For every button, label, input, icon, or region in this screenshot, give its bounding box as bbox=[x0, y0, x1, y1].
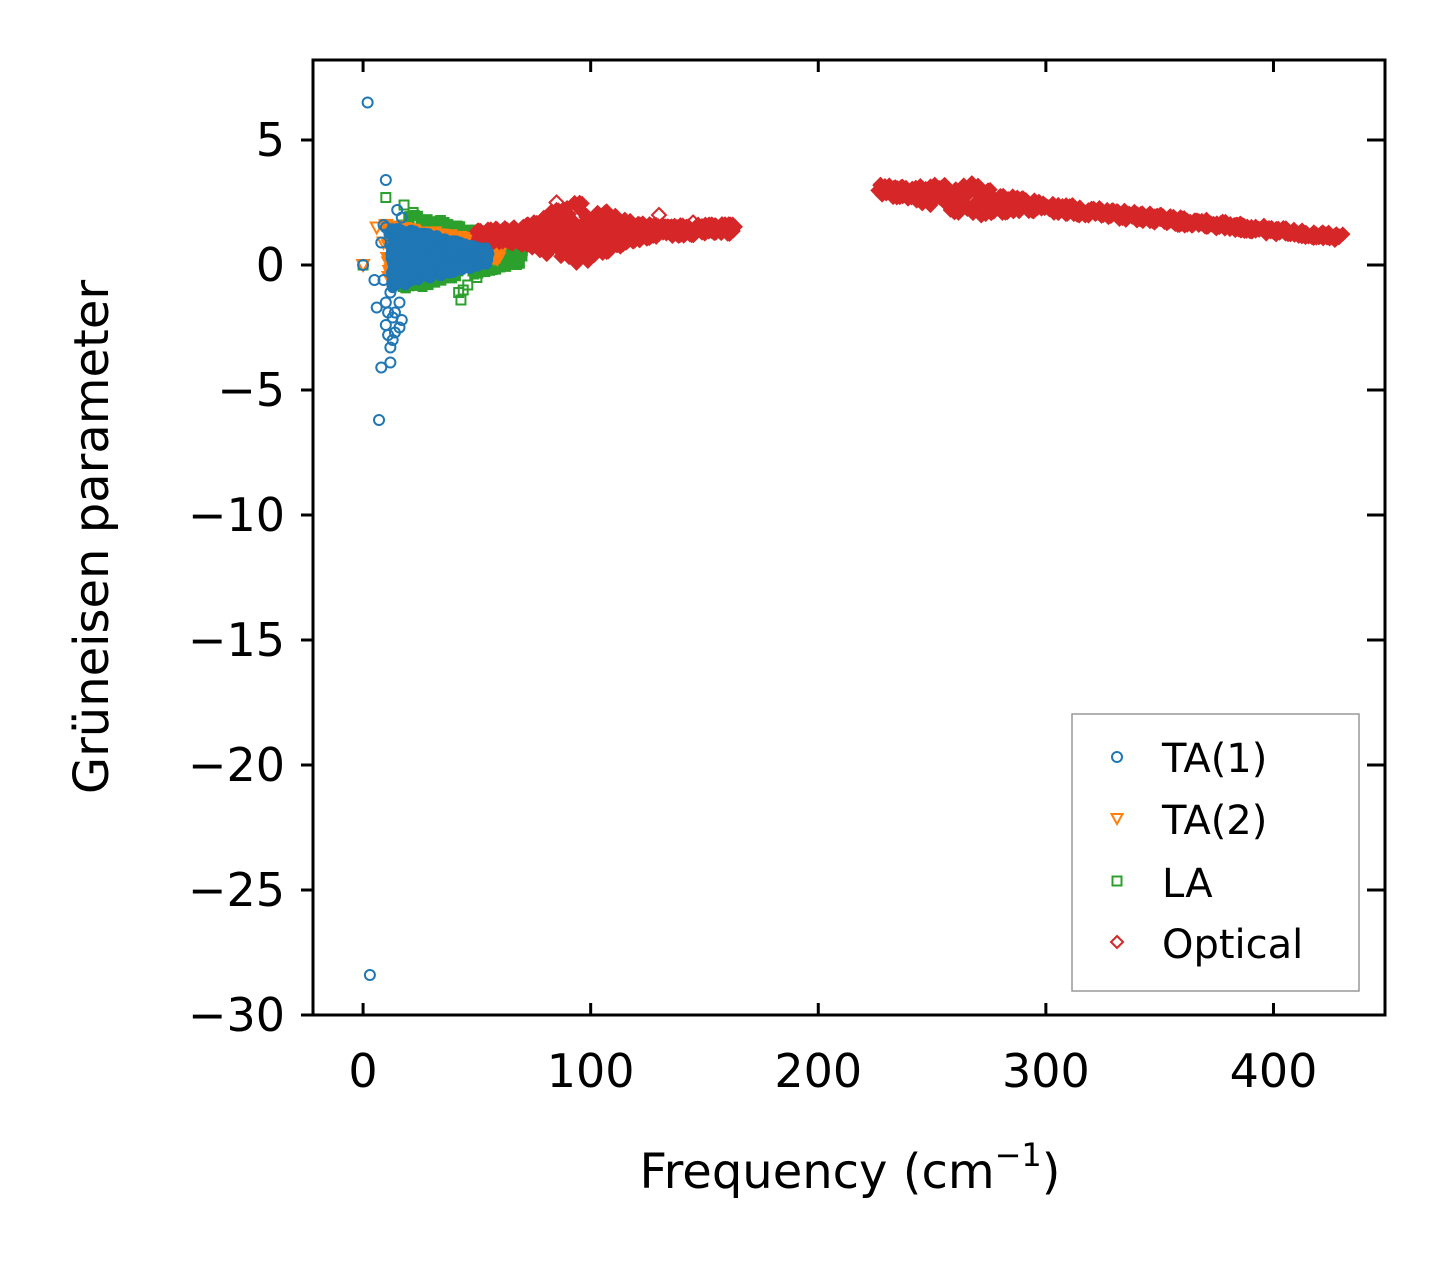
data-layer bbox=[355, 96, 1351, 981]
point-ta1 bbox=[384, 341, 397, 354]
point-optical-band0 bbox=[574, 195, 590, 212]
point-ta1 bbox=[393, 321, 406, 334]
point-ta1 bbox=[393, 296, 406, 309]
point-ta1 bbox=[375, 361, 388, 374]
series-ta1 bbox=[357, 96, 495, 981]
point-la-band0 bbox=[443, 219, 454, 230]
legend-label-ta1: TA(1) bbox=[1161, 736, 1267, 782]
legend-label-la: LA bbox=[1162, 861, 1213, 907]
point-ta1 bbox=[363, 969, 376, 981]
legend-marker-ta2 bbox=[1109, 813, 1125, 827]
point-ta1 bbox=[379, 221, 392, 234]
point-ta1-band0 bbox=[482, 254, 494, 266]
point-ta1 bbox=[379, 174, 392, 186]
point-ta1 bbox=[357, 259, 370, 271]
point-optical bbox=[593, 219, 611, 236]
point-optical bbox=[582, 236, 600, 254]
y-tick-label: −30 bbox=[188, 988, 285, 1042]
point-ta1 bbox=[379, 319, 392, 331]
y-tick-label: 5 bbox=[256, 113, 285, 167]
legend-marker-la bbox=[1111, 875, 1123, 887]
point-optical bbox=[570, 226, 588, 244]
x-tick-label: 100 bbox=[547, 1044, 635, 1098]
x-tick-label: 300 bbox=[1002, 1044, 1090, 1098]
point-la-band0 bbox=[426, 216, 437, 227]
point-ta1 bbox=[377, 219, 390, 231]
point-ta1 bbox=[375, 236, 388, 249]
point-optical bbox=[684, 214, 702, 231]
point-la bbox=[380, 192, 392, 203]
point-ta1 bbox=[379, 296, 392, 309]
point-optical-band1 bbox=[1335, 226, 1351, 242]
x-tick-label: 0 bbox=[348, 1044, 377, 1098]
point-ta1 bbox=[361, 96, 374, 109]
legend-label-ta2: TA(2) bbox=[1161, 798, 1267, 844]
series-optical bbox=[468, 175, 1351, 271]
y-axis-title: Grüneisen parameter bbox=[64, 280, 120, 795]
y-tick-label: −10 bbox=[188, 488, 285, 542]
legend: TA(1) TA(2) LA Optical bbox=[1071, 713, 1360, 992]
point-optical bbox=[548, 194, 565, 211]
point-optical bbox=[650, 206, 668, 224]
point-optical bbox=[616, 211, 634, 229]
point-optical bbox=[723, 221, 741, 239]
legend-label-optical: Optical bbox=[1162, 922, 1303, 968]
x-tick-label: 200 bbox=[774, 1044, 862, 1098]
point-ta1 bbox=[398, 266, 411, 279]
y-tick-label: −5 bbox=[217, 363, 285, 417]
point-ta1 bbox=[373, 414, 386, 426]
point-ta1 bbox=[384, 356, 397, 369]
plot-frame bbox=[311, 58, 1387, 1017]
legend-marker-optical bbox=[1109, 934, 1125, 950]
point-ta1 bbox=[368, 274, 381, 286]
y-tick-label: 0 bbox=[256, 238, 285, 292]
point-la bbox=[407, 207, 419, 218]
legend-marker-ta1 bbox=[1111, 751, 1123, 763]
tick-layer: 0 100 200 300 400 5 0 −5 −10 −15 −20 −25 −30 bbox=[188, 60, 1385, 1098]
y-tick-label: −25 bbox=[188, 863, 285, 917]
y-tick-label: −15 bbox=[188, 613, 285, 667]
point-ta1 bbox=[384, 286, 397, 299]
point-ta1 bbox=[395, 211, 408, 224]
x-axis-title: Frequency (cm−1) bbox=[639, 1136, 1060, 1200]
point-ta1 bbox=[370, 301, 383, 314]
y-tick-label: −20 bbox=[188, 738, 285, 792]
point-optical bbox=[559, 206, 577, 224]
point-la bbox=[471, 272, 483, 283]
x-tick-label: 400 bbox=[1230, 1044, 1318, 1098]
point-la bbox=[462, 279, 474, 291]
